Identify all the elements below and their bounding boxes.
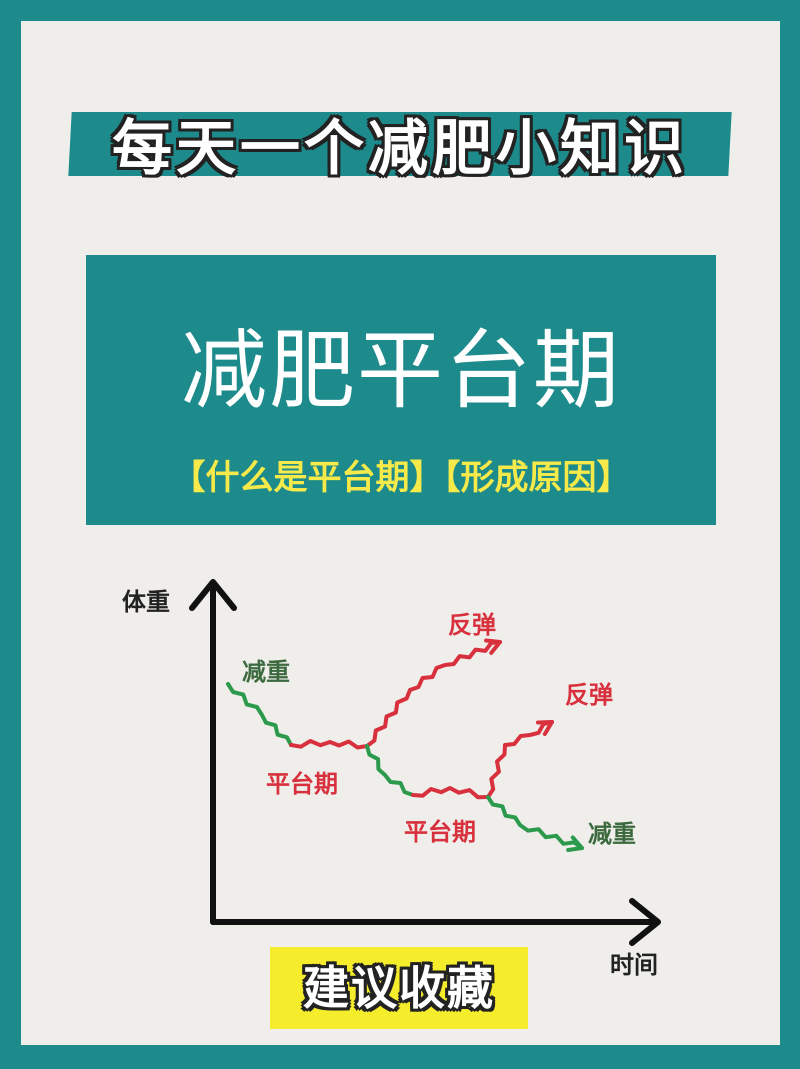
card-subtitle: 【什么是平台期】【形成原因】 (171, 458, 631, 498)
y-axis-label: 体重 (122, 588, 170, 616)
x-axis (210, 898, 661, 946)
rebound-curve-1-arrowhead (484, 638, 502, 655)
rebound-curve-2-arrowhead (536, 720, 554, 737)
lose-weight-curve-middle (365, 744, 415, 797)
label-lose-weight-1: 减重 (242, 658, 290, 686)
label-plateau-2: 平台期 (404, 818, 476, 846)
plateau-curve-1 (289, 739, 369, 750)
label-rebound-2: 反弹 (565, 681, 613, 709)
paper-background (21, 21, 780, 1045)
card-title: 减肥平台期 (181, 321, 621, 421)
label-rebound-1: 反弹 (448, 611, 496, 639)
rebound-curve-2 (486, 720, 554, 799)
lose-weight-curve-1 (226, 682, 293, 747)
rebound-curve-1 (365, 640, 502, 748)
y-axis (189, 579, 237, 925)
label-plateau-1: 平台期 (266, 770, 338, 798)
save-button[interactable]: 建议收藏 (270, 947, 528, 1029)
title-card (86, 255, 716, 525)
lose-weight-curve-2-arrowhead (566, 835, 584, 853)
header-title: 每天一个减肥小知识 (112, 114, 688, 184)
lose-weight-curve-2 (486, 795, 584, 850)
x-axis-label: 时间 (610, 951, 658, 979)
plateau-curve-2 (411, 786, 490, 800)
label-lose-weight-2: 减重 (588, 820, 636, 848)
